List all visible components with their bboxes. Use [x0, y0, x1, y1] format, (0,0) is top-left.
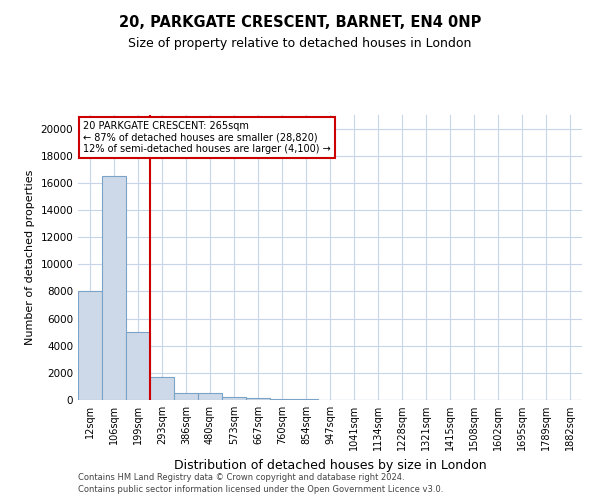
Text: Contains public sector information licensed under the Open Government Licence v3: Contains public sector information licen… — [78, 485, 443, 494]
Text: Contains HM Land Registry data © Crown copyright and database right 2024.: Contains HM Land Registry data © Crown c… — [78, 472, 404, 482]
Text: 20, PARKGATE CRESCENT, BARNET, EN4 0NP: 20, PARKGATE CRESCENT, BARNET, EN4 0NP — [119, 15, 481, 30]
Text: 20 PARKGATE CRESCENT: 265sqm
← 87% of detached houses are smaller (28,820)
12% o: 20 PARKGATE CRESCENT: 265sqm ← 87% of de… — [83, 120, 331, 154]
Bar — [78, 292, 102, 400]
Text: Size of property relative to detached houses in London: Size of property relative to detached ho… — [128, 38, 472, 51]
Bar — [150, 377, 174, 400]
Bar — [294, 399, 318, 400]
Y-axis label: Number of detached properties: Number of detached properties — [25, 170, 35, 345]
Bar — [270, 398, 294, 400]
Bar — [246, 398, 270, 400]
Bar — [102, 176, 126, 400]
Bar — [222, 398, 246, 400]
Bar — [174, 393, 198, 400]
Bar — [198, 393, 222, 400]
X-axis label: Distribution of detached houses by size in London: Distribution of detached houses by size … — [173, 458, 487, 471]
Bar — [126, 332, 150, 400]
